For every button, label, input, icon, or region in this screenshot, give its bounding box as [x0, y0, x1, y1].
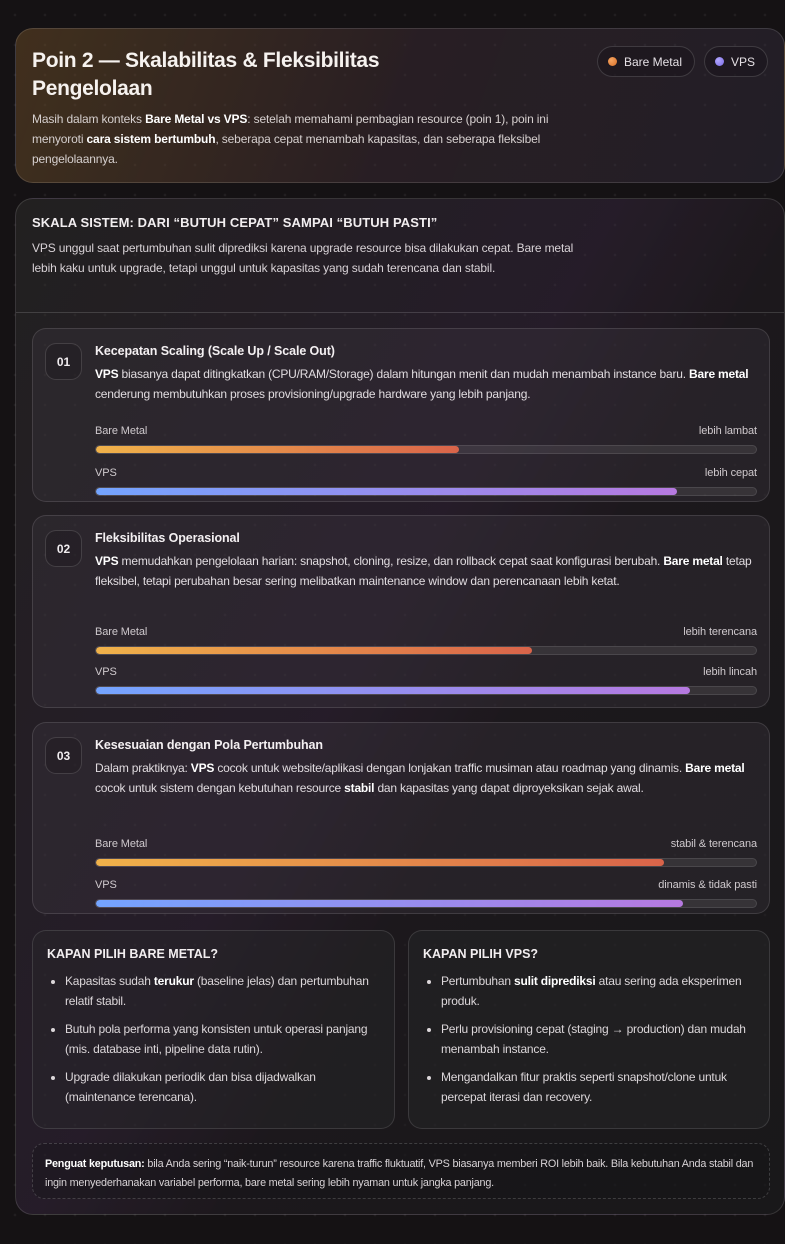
vps-bar: VPS dinamis & tidak pasti — [95, 879, 757, 908]
bold-text: Bare metal — [689, 367, 749, 381]
text-segment: (baseline jelas) dan pertumbuhan relatif… — [65, 974, 369, 1008]
scalability-section: SKALA SISTEM: DARI “BUTUH CEPAT” SAMPAI … — [15, 198, 785, 1215]
vps-bar: VPS lebih lincah — [95, 666, 757, 695]
section-description: VPS unggul saat pertumbuhan sulit dipred… — [32, 241, 574, 275]
progress-track — [95, 445, 757, 454]
text-segment: Dalam praktiknya: — [95, 761, 191, 775]
criterion-title: Kecepatan Scaling (Scale Up / Scale Out) — [95, 344, 335, 358]
bar-label: VPS — [95, 666, 117, 678]
text-segment: cocok untuk website/aplikasi dengan lonj… — [214, 761, 686, 775]
bold-text: Bare Metal vs VPS — [145, 112, 248, 126]
bar-note: stabil & terencana — [670, 838, 757, 850]
bold-text: terukur — [153, 974, 194, 988]
text-segment: : setelah memahami pembagian resource (p… — [32, 112, 549, 146]
bold-text: VPS — [190, 761, 215, 775]
step-number: 01 — [45, 343, 82, 380]
bar-note: lebih cepat — [704, 467, 757, 479]
decision-note: Penguat keputusan: bila Anda sering “nai… — [32, 1143, 770, 1199]
text-segment: cocok untuk sistem dengan kebutuhan reso… — [95, 781, 345, 795]
bold-text: Bare metal — [663, 554, 723, 568]
section-title: SKALA SISTEM: DARI “BUTUH CEPAT” SAMPAI … — [32, 215, 438, 230]
text-segment: Upgrade dilakukan periodik dan bisa dija… — [65, 1070, 316, 1104]
text-segment: dan kapasitas yang dapat diproyeksikan s… — [374, 781, 644, 795]
bare-metal-bar: Bare Metal lebih terencana — [95, 626, 757, 655]
criterion-text: VPS memudahkan pengelolaan harian: snaps… — [95, 551, 757, 591]
progress-track — [95, 686, 757, 695]
progress-track — [95, 487, 757, 496]
purple-dot-icon — [714, 57, 724, 66]
criterion-text: VPS biasanya dapat ditingkatkan (CPU/RAM… — [95, 364, 757, 404]
progress-track — [95, 899, 757, 908]
section-intro: SKALA SISTEM: DARI “BUTUH CEPAT” SAMPAI … — [16, 199, 784, 313]
progress-fill — [96, 647, 532, 654]
bold-text: VPS — [95, 554, 119, 568]
text-segment: Pertumbuhan — [441, 974, 514, 988]
progress-fill — [96, 859, 664, 866]
text-segment: Mengandalkan fitur praktis seperti snaps… — [441, 1070, 727, 1104]
box-title: KAPAN PILIH VPS? — [423, 947, 539, 961]
bold-text: Penguat keputusan: — [45, 1158, 145, 1170]
text-segment: biasanya dapat ditingkatkan (CPU/RAM/Sto… — [118, 367, 690, 381]
header-card: Poin 2 — Skalabilitas & Fleksibilitas Pe… — [15, 28, 785, 183]
choose-bare-metal-box: KAPAN PILIH BARE METAL? Kapasitas sudah … — [32, 930, 395, 1129]
legend-bare-metal: Bare Metal — [596, 46, 695, 77]
bullet-item: Upgrade dilakukan periodik dan bisa dija… — [65, 1067, 380, 1107]
bare-metal-bar: Bare Metal lebih lambat — [95, 425, 757, 454]
bar-note: dinamis & tidak pasti — [658, 879, 757, 891]
choose-vps-box: KAPAN PILIH VPS? Pertumbuhan sulit dipre… — [408, 930, 770, 1129]
bar-label: VPS — [95, 879, 117, 891]
bullet-list: Pertumbuhan sulit diprediksi atau sering… — [423, 971, 755, 1107]
bold-text: sulit diprediksi — [513, 974, 596, 988]
bar-label: VPS — [95, 467, 117, 479]
bar-label: Bare Metal — [95, 626, 148, 638]
text-segment: bila Anda sering “naik-turun” resource k… — [45, 1158, 754, 1189]
criterion-card: 01 Kecepatan Scaling (Scale Up / Scale O… — [32, 328, 770, 502]
bar-label: Bare Metal — [95, 425, 148, 437]
progress-track — [95, 858, 757, 867]
step-number: 02 — [45, 530, 82, 567]
text-segment: cenderung membutuhkan proses provisionin… — [95, 387, 531, 401]
bar-label: Bare Metal — [95, 838, 148, 850]
progress-track — [95, 646, 757, 655]
text-segment: atau sering ada eksperimen produk. — [441, 974, 742, 1008]
vps-bar: VPS lebih cepat — [95, 467, 757, 496]
text-segment: memudahkan pengelolaan harian: snapshot,… — [118, 554, 664, 568]
page-title: Poin 2 — Skalabilitas & Fleksibilitas Pe… — [32, 49, 380, 100]
legend-vps: VPS — [703, 46, 768, 77]
progress-fill — [96, 488, 677, 495]
progress-fill — [96, 446, 459, 453]
bullet-item: Kapasitas sudah terukur (baseline jelas)… — [65, 971, 380, 1011]
bullet-item: Pertumbuhan sulit diprediksi atau sering… — [441, 971, 755, 1011]
bullet-item: Mengandalkan fitur praktis seperti snaps… — [441, 1067, 755, 1107]
bar-note: lebih lincah — [703, 666, 757, 678]
bullet-list: Kapasitas sudah terukur (baseline jelas)… — [47, 971, 380, 1107]
bold-text: cara sistem bertumbuh — [86, 132, 216, 146]
bullet-item: Perlu provisioning cepat (staging → prod… — [441, 1019, 755, 1059]
legend: Bare Metal VPS — [596, 46, 768, 77]
criterion-card: 03 Kesesuaian dengan Pola Pertumbuhan Dal… — [32, 722, 770, 914]
progress-fill — [96, 900, 684, 907]
bold-text: Bare metal — [685, 761, 745, 775]
text-segment: tetap fleksibel, tetapi perubahan besar … — [95, 554, 752, 588]
bold-text: VPS — [95, 367, 119, 381]
criterion-text: Dalam praktiknya: VPS cocok untuk websit… — [95, 758, 757, 798]
step-number: 03 — [45, 737, 82, 774]
box-title: KAPAN PILIH BARE METAL? — [47, 947, 219, 961]
text-segment: Butuh pola performa yang konsisten untuk… — [65, 1022, 368, 1056]
bullet-item: Butuh pola performa yang konsisten untuk… — [65, 1019, 380, 1059]
text-segment: Kapasitas sudah — [65, 974, 154, 988]
bar-note: lebih terencana — [683, 626, 757, 638]
orange-dot-icon — [607, 57, 617, 66]
criterion-card: 02 Fleksibilitas Operasional VPS memudahk… — [32, 515, 770, 708]
progress-fill — [96, 687, 690, 694]
text-segment: , seberapa cepat menambah kapasitas, dan… — [32, 132, 541, 166]
intro-text: Masih dalam konteks Bare Metal vs VPS: s… — [32, 109, 562, 169]
text-segment: Masih dalam konteks — [32, 112, 146, 126]
bar-note: lebih lambat — [698, 425, 757, 437]
criterion-title: Kesesuaian dengan Pola Pertumbuhan — [95, 738, 323, 752]
text-segment: Perlu provisioning cepat (staging → prod… — [441, 1022, 746, 1056]
criterion-title: Fleksibilitas Operasional — [95, 531, 240, 545]
bare-metal-bar: Bare Metal stabil & terencana — [95, 838, 757, 867]
bold-text: stabil — [344, 781, 375, 795]
